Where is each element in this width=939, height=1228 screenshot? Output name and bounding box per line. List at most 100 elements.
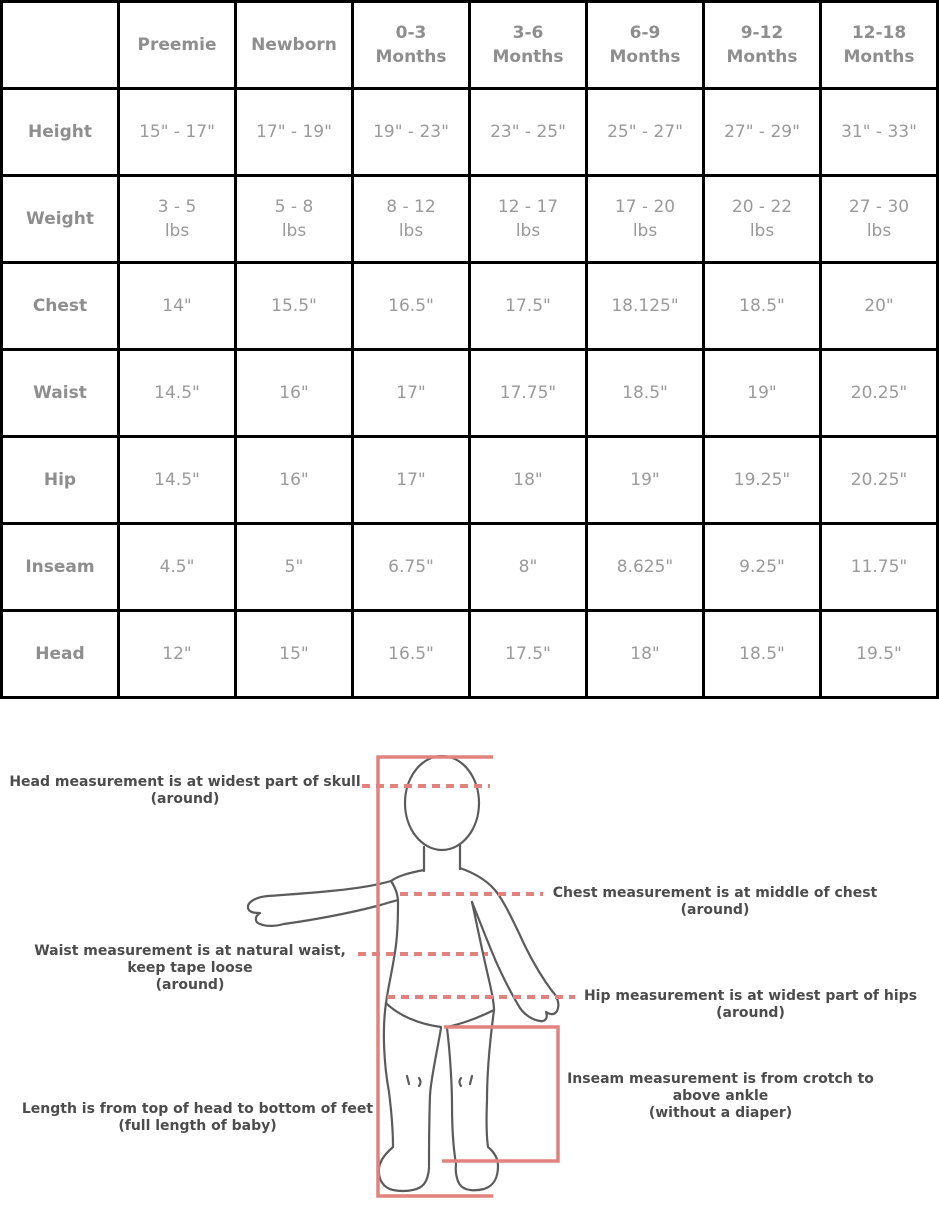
size-chart-table: Preemie Newborn 0-3 Months 3-6 Months 6-… (0, 0, 939, 699)
table-row-waist: Waist 14.5" 16" 17" 17.75" 18.5" 19" 20.… (0, 348, 939, 438)
waist-measurement-label: Waist measurement is at natural waist, k… (15, 943, 365, 994)
size-cell: 19" - 23" (351, 87, 471, 177)
size-cell: 5" (234, 522, 354, 612)
label-line: Head measurement is at widest part of sk… (9, 774, 361, 790)
size-cell: 20.25" (819, 348, 939, 438)
column-header-9-12: 9-12 Months (702, 0, 822, 90)
label-line: (without a diaper) (648, 1105, 793, 1121)
label-line: Waist measurement is at natural waist, (34, 943, 346, 959)
column-header-newborn: Newborn (234, 0, 354, 90)
size-cell: 18.5" (702, 609, 822, 699)
table-row-height: Height 15" - 17" 17" - 19" 19" - 23" 23"… (0, 87, 939, 177)
corner-cell (0, 0, 120, 90)
row-label-height: Height (0, 87, 120, 177)
size-cell: 18.5" (585, 348, 705, 438)
size-cell: 11.75" (819, 522, 939, 612)
size-cell: 8.625" (585, 522, 705, 612)
table-row-chest: Chest 14" 15.5" 16.5" 17.5" 18.125" 18.5… (0, 261, 939, 351)
label-line: (full length of baby) (118, 1118, 277, 1134)
size-cell: 23" - 25" (468, 87, 588, 177)
size-cell: 8 - 12 lbs (351, 174, 471, 264)
size-cell: 16.5" (351, 261, 471, 351)
size-cell: 15" - 17" (117, 87, 237, 177)
length-bracket-line (376, 755, 493, 1198)
column-header-preemie: Preemie (117, 0, 237, 90)
baby-outline (246, 754, 560, 1193)
size-cell: 14.5" (117, 435, 237, 525)
size-cell: 3 - 5 lbs (117, 174, 237, 264)
inseam-measurement-label: Inseam measurement is from crotch to abo… (563, 1071, 878, 1122)
baby-head-outline (403, 754, 481, 852)
chest-measurement-label: Chest measurement is at middle of chest … (545, 885, 885, 919)
size-cell: 4.5" (117, 522, 237, 612)
size-cell: 19.5" (819, 609, 939, 699)
size-cell: 20.25" (819, 435, 939, 525)
label-line: Hip measurement is at widest part of hip… (583, 988, 918, 1004)
size-cell: 17" (351, 348, 471, 438)
label-line: Length is from top of head to bottom of … (21, 1101, 374, 1117)
table-row-head: Head 12" 15" 16.5" 17.5" 18" 18.5" 19.5" (0, 609, 939, 699)
size-cell: 27 - 30 lbs (819, 174, 939, 264)
table-row-weight: Weight 3 - 5 lbs 5 - 8 lbs 8 - 12 lbs 12… (0, 174, 939, 264)
table-row-inseam: Inseam 4.5" 5" 6.75" 8" 8.625" 9.25" 11.… (0, 522, 939, 612)
label-line: Inseam measurement is from crotch to (567, 1071, 874, 1087)
size-cell: 16" (234, 435, 354, 525)
label-line: (around) (716, 1005, 785, 1021)
size-cell: 14" (117, 261, 237, 351)
label-line: above ankle (672, 1088, 769, 1104)
size-cell: 17" - 19" (234, 87, 354, 177)
size-cell: 17.5" (468, 261, 588, 351)
size-cell: 17 - 20 lbs (585, 174, 705, 264)
size-cell: 19" (702, 348, 822, 438)
label-line: (around) (680, 902, 750, 918)
row-label-head: Head (0, 609, 120, 699)
size-cell: 16.5" (351, 609, 471, 699)
column-header-3-6: 3-6 Months (468, 0, 588, 90)
size-cell: 15" (234, 609, 354, 699)
size-cell: 18" (585, 609, 705, 699)
inseam-box-line (442, 1025, 560, 1163)
size-cell: 18.125" (585, 261, 705, 351)
label-line: (around) (150, 791, 220, 807)
size-cell: 20" (819, 261, 939, 351)
baby-figure-illustration (246, 754, 575, 1198)
row-label-waist: Waist (0, 348, 120, 438)
header-row: Preemie Newborn 0-3 Months 3-6 Months 6-… (0, 0, 939, 90)
measurement-diagram: Head measurement is at widest part of sk… (0, 700, 939, 1228)
size-cell: 31" - 33" (819, 87, 939, 177)
size-cell: 17" (351, 435, 471, 525)
size-cell: 17.75" (468, 348, 588, 438)
size-cell: 18" (468, 435, 588, 525)
size-cell: 6.75" (351, 522, 471, 612)
size-cell: 25" - 27" (585, 87, 705, 177)
size-cell: 12 - 17 lbs (468, 174, 588, 264)
size-cell: 20 - 22 lbs (702, 174, 822, 264)
size-cell: 8" (468, 522, 588, 612)
label-line: Chest measurement is at middle of chest (552, 885, 878, 901)
column-header-12-18: 12-18 Months (819, 0, 939, 90)
table-row-hip: Hip 14.5" 16" 17" 18" 19" 19.25" 20.25" (0, 435, 939, 525)
row-label-chest: Chest (0, 261, 120, 351)
size-cell: 17.5" (468, 609, 588, 699)
size-cell: 14.5" (117, 348, 237, 438)
label-line: (around) (155, 977, 225, 993)
size-cell: 9.25" (702, 522, 822, 612)
size-cell: 15.5" (234, 261, 354, 351)
size-cell: 27" - 29" (702, 87, 822, 177)
size-cell: 16" (234, 348, 354, 438)
size-cell: 5 - 8 lbs (234, 174, 354, 264)
row-label-hip: Hip (0, 435, 120, 525)
length-measurement-label: Length is from top of head to bottom of … (20, 1101, 375, 1135)
size-cell: 12" (117, 609, 237, 699)
row-label-weight: Weight (0, 174, 120, 264)
measurement-marks (358, 755, 575, 1198)
head-measurement-label: Head measurement is at widest part of sk… (0, 774, 370, 808)
label-line: keep tape loose (127, 960, 253, 976)
hip-measurement-label: Hip measurement is at widest part of hip… (578, 988, 923, 1022)
row-label-inseam: Inseam (0, 522, 120, 612)
column-header-6-9: 6-9 Months (585, 0, 705, 90)
size-cell: 19" (585, 435, 705, 525)
column-header-0-3: 0-3 Months (351, 0, 471, 90)
size-cell: 19.25" (702, 435, 822, 525)
